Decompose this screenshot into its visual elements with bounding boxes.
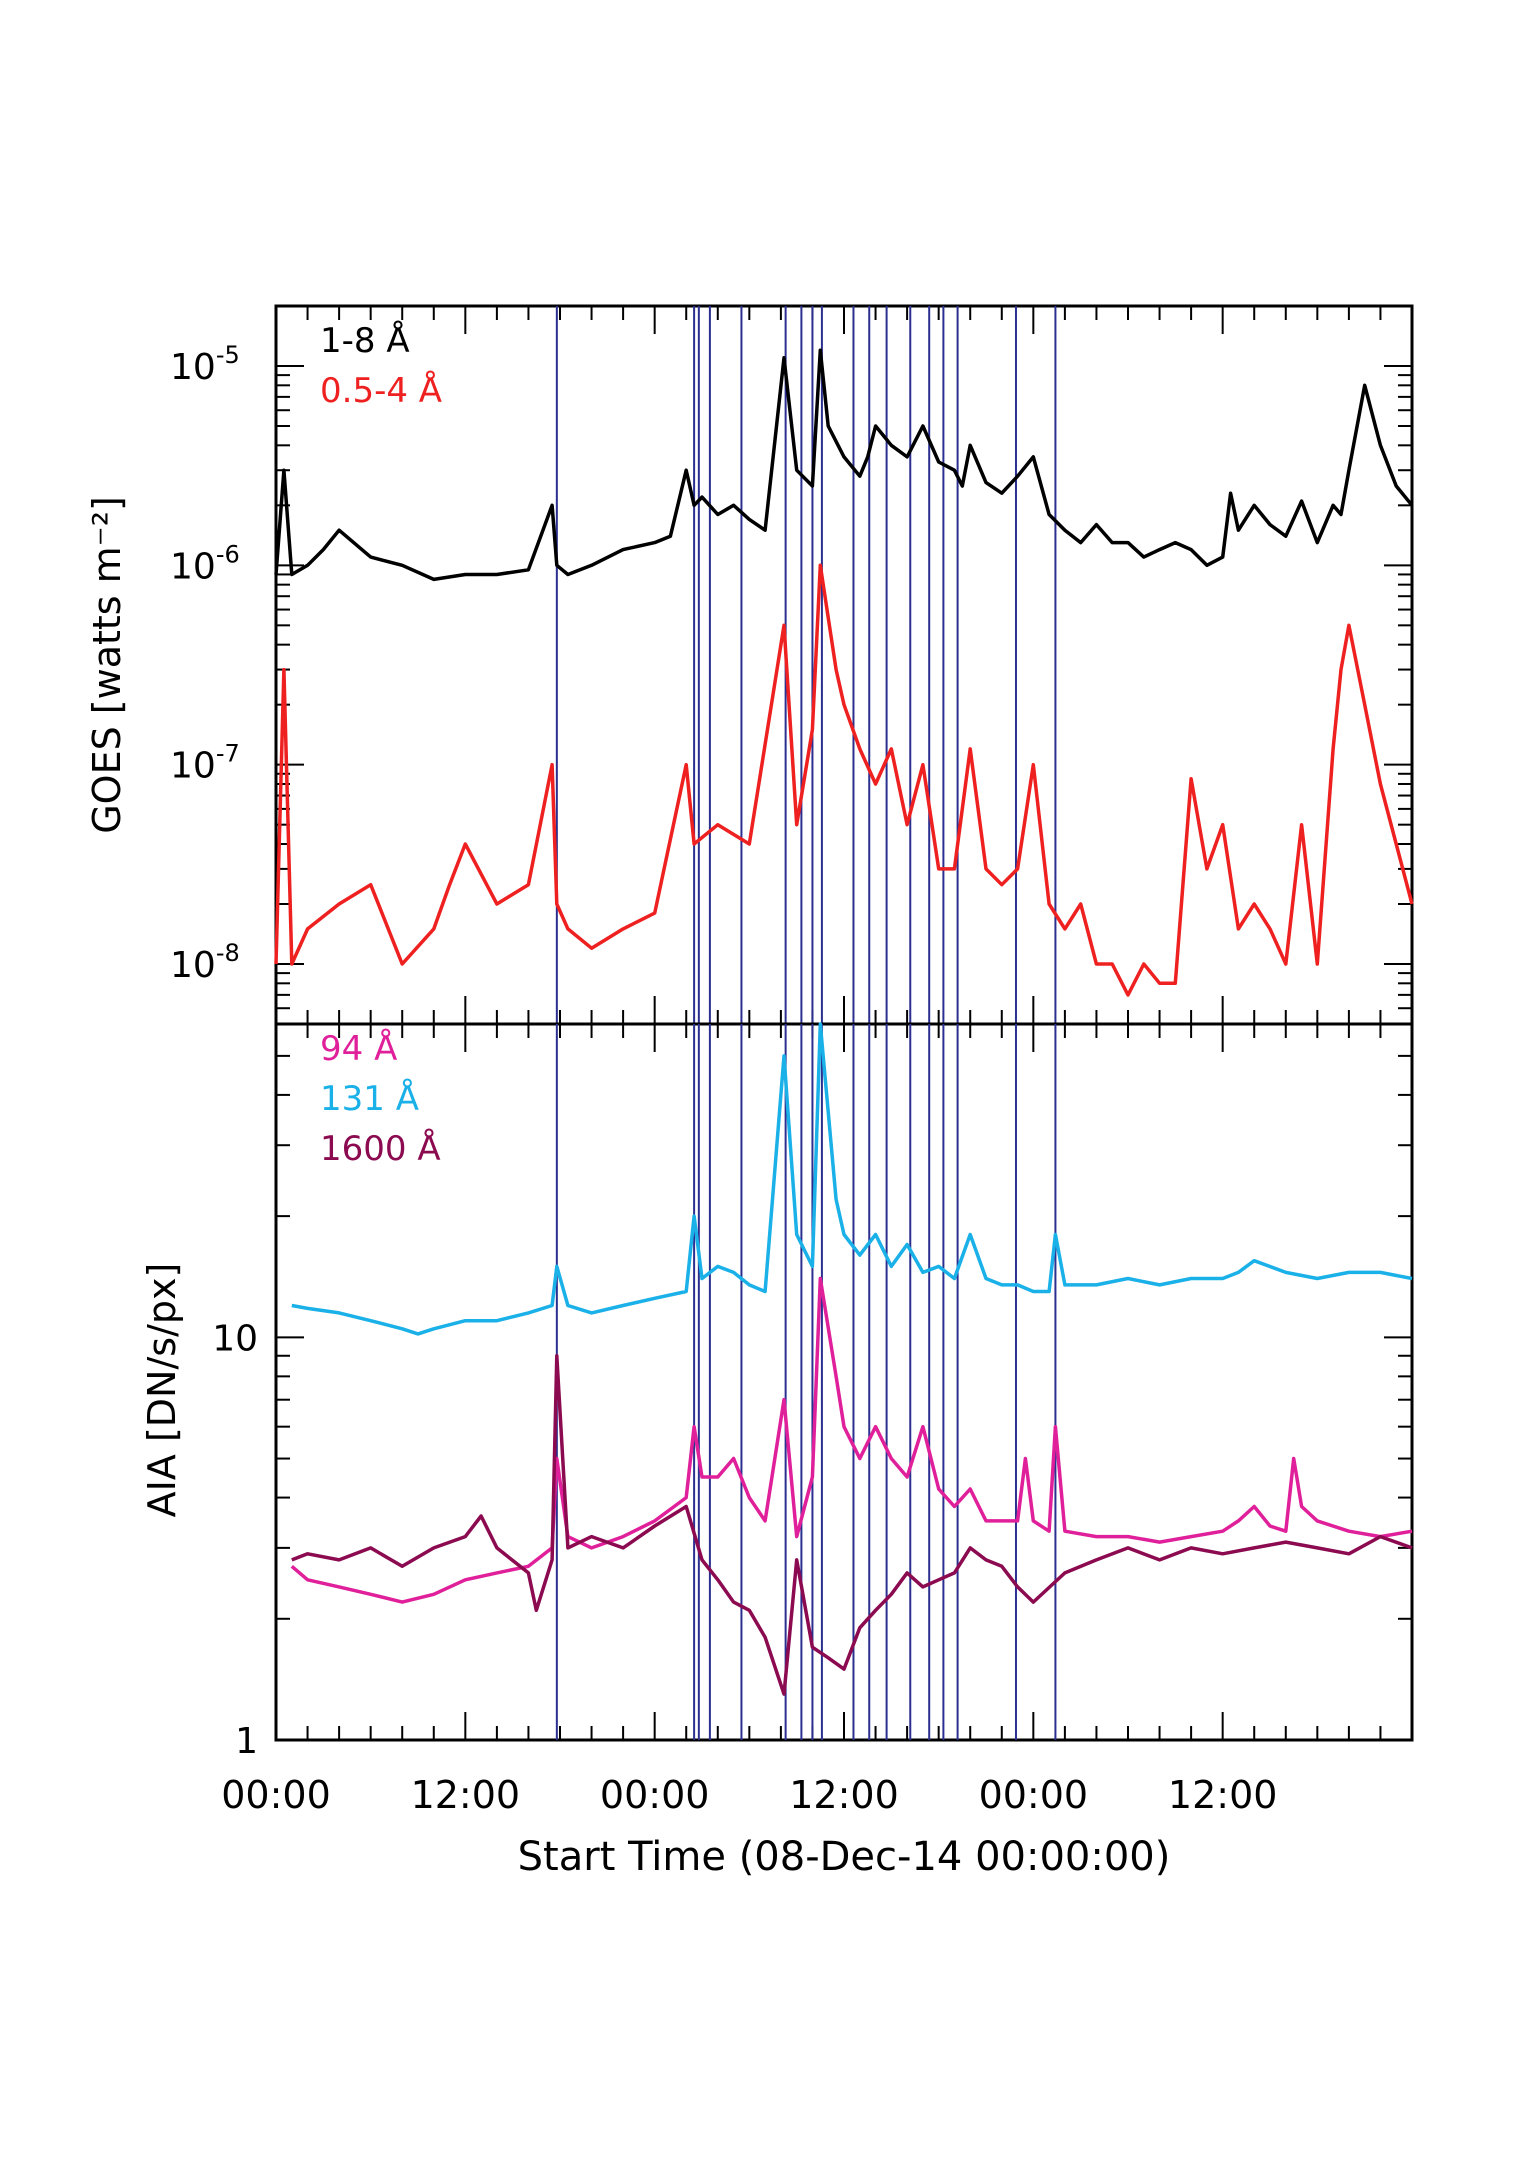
series-line-top-0 xyxy=(274,348,1414,582)
x-tick-labels: 00:00 12:00 00:00 12:00 00:00 12:00 xyxy=(221,1773,1277,1817)
x-tick-label: 00:00 xyxy=(221,1773,331,1817)
y-tick-label: 1 xyxy=(235,1721,258,1762)
legend-goes-1-8: 1-8 Å xyxy=(320,320,410,361)
bottom-event-lines xyxy=(555,1024,1057,1740)
y-tick-label: 10-7 xyxy=(170,740,240,787)
top-series-group xyxy=(274,348,1414,997)
y-tick-label: 10-5 xyxy=(170,341,240,388)
series-line-bot-0 xyxy=(290,1276,1413,1604)
series-line-bot-2 xyxy=(291,1354,1413,1696)
legend-aia-1600: 1600 Å xyxy=(320,1128,441,1169)
x-tick-label: 00:00 xyxy=(979,1773,1089,1817)
y-tick-label: 10-6 xyxy=(170,540,240,587)
series-line-bot-1 xyxy=(291,1022,1413,1336)
x-tick-label: 12:00 xyxy=(789,1773,899,1817)
y-tick-label: 10 xyxy=(212,1318,258,1359)
bottom-y-tick-labels: 10 1 xyxy=(212,1318,258,1762)
bottom-panel: 10 1 00:00 12:00 00:00 12:00 00:00 12:00 AIA [… xyxy=(140,1022,1414,1880)
top-event-lines xyxy=(555,306,1057,1024)
x-tick-label: 12:00 xyxy=(411,1773,521,1817)
legend-goes-0.5-4: 0.5-4 Å xyxy=(320,370,442,411)
legend-aia-131: 131 Å xyxy=(320,1078,419,1119)
x-tick-label: 12:00 xyxy=(1168,1773,1278,1817)
bottom-plot-frame xyxy=(274,1022,1414,1742)
legend-aia-94: 94 Å xyxy=(320,1028,397,1069)
x-tick-label: 00:00 xyxy=(600,1773,710,1817)
top-panel: 10-510-610-710-8 GOES [watts m⁻²] 1-8 Å … xyxy=(85,304,1414,1026)
y-tick-label: 10-8 xyxy=(170,939,240,986)
top-axis-ticks xyxy=(275,305,1413,1025)
top-y-tick-labels: 10-5 10-6 10-7 10-8 xyxy=(170,341,240,986)
series-line-top-1 xyxy=(274,563,1414,997)
x-axis-title: Start Time (08-Dec-14 00:00:00) xyxy=(518,1834,1171,1880)
bottom-series-group xyxy=(290,1022,1413,1696)
bottom-y-axis-title: AIA [DN/s/px] xyxy=(140,1263,184,1518)
top-plot-frame xyxy=(274,304,1414,1026)
top-y-axis-title: GOES [watts m⁻²] xyxy=(85,496,129,834)
bottom-axis-ticks xyxy=(275,1023,1413,1741)
